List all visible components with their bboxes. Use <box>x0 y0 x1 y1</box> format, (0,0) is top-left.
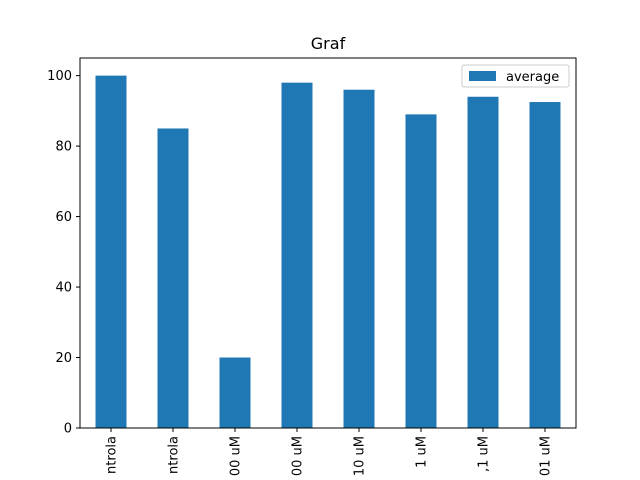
x-tick-label: ,1 uM <box>477 436 492 472</box>
x-tick-label: 00 uM <box>229 436 244 476</box>
y-tick-label: 20 <box>55 351 72 366</box>
y-tick-label: 80 <box>55 140 72 155</box>
legend-box <box>461 64 570 88</box>
y-tick-label: 40 <box>55 281 72 296</box>
x-tick-label: 1 uM <box>415 436 430 468</box>
bar <box>281 82 313 429</box>
legend-swatch <box>469 71 496 81</box>
bar <box>343 89 375 428</box>
plot-area: 0 20 40 60 80 100 ntrola ntrola 00 uM 00 uM 10 uM 1… <box>47 69 561 476</box>
chart-title: Graf <box>311 34 346 53</box>
bar <box>405 114 437 428</box>
x-tick-label: ntrola <box>167 436 182 474</box>
y-tick-label: 100 <box>47 69 72 84</box>
bar <box>529 102 561 429</box>
x-tick-label: 10 uM <box>353 436 368 476</box>
legend-label: average <box>506 70 559 85</box>
x-tick-label: ntrola <box>105 436 120 474</box>
bar <box>95 75 127 428</box>
bar <box>467 96 499 428</box>
y-tick-label: 0 <box>64 422 72 437</box>
bar <box>157 128 189 428</box>
legend: average <box>461 64 570 88</box>
y-tick-label: 60 <box>55 210 72 225</box>
x-tick-label: 01 uM <box>539 436 554 476</box>
bar <box>219 357 251 428</box>
x-tick-label: 00 uM <box>291 436 306 476</box>
plot-frame <box>79 57 577 429</box>
